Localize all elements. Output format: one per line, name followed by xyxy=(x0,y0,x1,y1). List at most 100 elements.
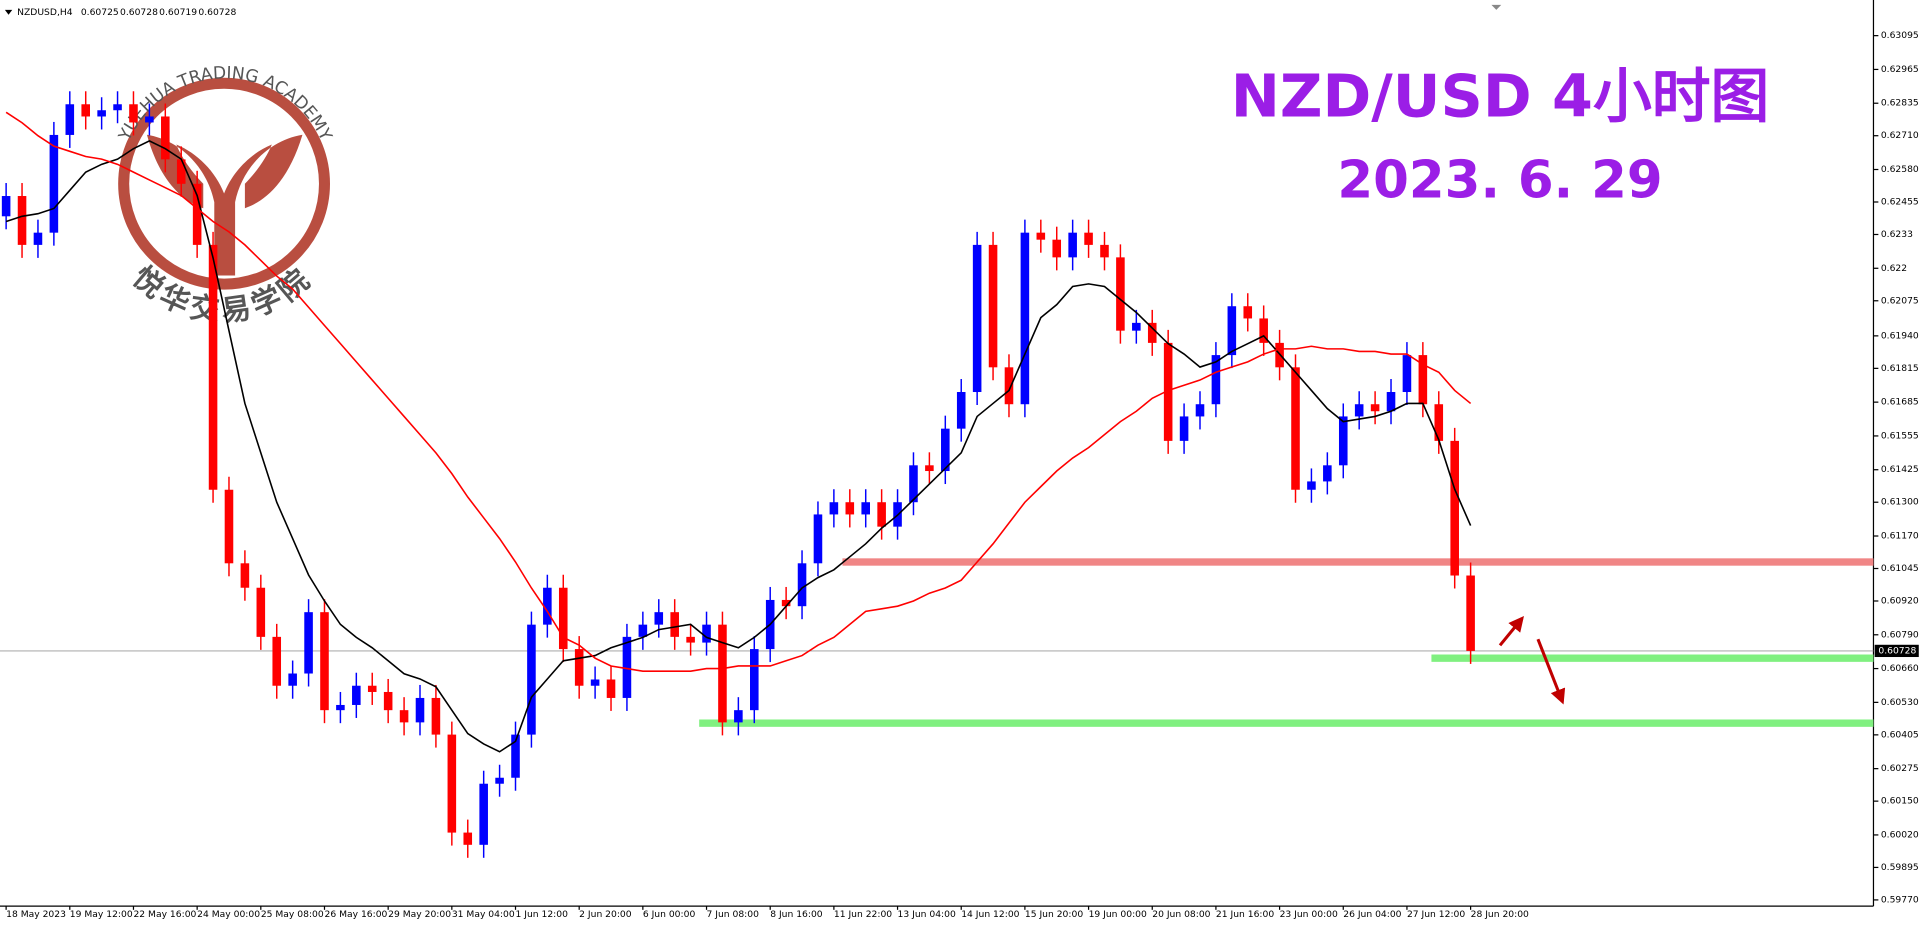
x-tick-label: 2 Jun 20:00 xyxy=(579,909,632,920)
candle-body xyxy=(1116,257,1125,331)
candle-body xyxy=(1211,355,1221,405)
quote-open: 0.60725 xyxy=(81,7,119,18)
x-tick-label: 20 Jun 08:00 xyxy=(1152,909,1210,920)
candle-body xyxy=(718,624,727,723)
candle-body xyxy=(1,196,11,217)
plot: 0.63095 0.62965 0.62835 0.62710 0.62580 0.624… xyxy=(0,30,1919,920)
candle-body xyxy=(176,159,186,184)
y-tick-label: 0.59895 xyxy=(1881,862,1919,873)
x-tick-label: 8 Jun 16:00 xyxy=(770,909,823,920)
moving-average-line xyxy=(5,140,1472,753)
logo-ring xyxy=(118,77,330,290)
x-tick-label: 25 May 08:00 xyxy=(261,909,324,920)
candle-body xyxy=(240,563,250,588)
candle-body xyxy=(606,679,616,698)
x-tick-label: 22 May 16:00 xyxy=(133,909,196,920)
candle-body xyxy=(352,685,361,705)
candle-body xyxy=(1466,575,1475,651)
x-tick-label: 18 May 2023 xyxy=(6,909,66,920)
x-tick-label: 14 Jun 12:00 xyxy=(961,909,1019,920)
candle-body xyxy=(1132,322,1141,331)
x-tick-label: 11 Jun 22:00 xyxy=(834,909,892,920)
candle-body xyxy=(1147,322,1157,343)
candle-body xyxy=(81,104,90,117)
candle-body xyxy=(224,489,234,564)
candle-body xyxy=(1036,232,1046,240)
x-tick-label: 31 May 04:00 xyxy=(452,909,515,920)
level-line xyxy=(699,719,1874,727)
y-tick-label: 0.61300 xyxy=(1881,497,1919,508)
candle-body xyxy=(1291,367,1300,490)
candle-body xyxy=(1052,239,1062,258)
header-triangle xyxy=(4,9,13,15)
y-tick-label: 0.60020 xyxy=(1881,829,1919,840)
candle-body xyxy=(1179,416,1189,441)
y-tick-label: 0.61170 xyxy=(1881,531,1919,542)
candle-body xyxy=(208,244,218,490)
candle-body xyxy=(415,697,425,723)
candle-body xyxy=(670,612,679,637)
candle-body xyxy=(33,232,43,245)
candle-body xyxy=(272,636,282,686)
quote-close: 0.60728 xyxy=(198,7,236,18)
arrow-up xyxy=(1498,616,1524,647)
candle-body xyxy=(1195,404,1205,417)
chart-title: NZD/USD 4小时图 xyxy=(1231,62,1770,131)
y-tick-label: 0.62075 xyxy=(1881,295,1919,306)
y-tick-label: 0.61815 xyxy=(1881,363,1919,374)
candle-body xyxy=(511,734,520,778)
y-tick-label: 0.60920 xyxy=(1881,595,1919,606)
y-tick-label: 0.62580 xyxy=(1881,164,1919,175)
candle-body xyxy=(431,697,441,735)
y-tick-label: 0.6233 xyxy=(1881,229,1913,240)
candle-body xyxy=(654,612,664,625)
x-tick-label: 21 Jun 16:00 xyxy=(1216,909,1274,920)
candle-body xyxy=(1338,416,1348,466)
x-tick-label: 26 May 16:00 xyxy=(324,909,387,920)
y-tick-label: 0.62965 xyxy=(1881,64,1919,75)
candle-body xyxy=(1418,355,1428,405)
y-tick-label: 0.622 xyxy=(1881,263,1907,274)
candle-body xyxy=(304,612,313,674)
candle-body xyxy=(956,392,966,429)
level-line xyxy=(842,558,1874,566)
candle-body xyxy=(65,104,75,135)
candle-body xyxy=(1402,355,1412,393)
candle-body xyxy=(1370,404,1380,412)
y-tick-label: 0.63095 xyxy=(1881,30,1919,41)
y-tick-label: 0.61045 xyxy=(1881,563,1919,574)
candle-body xyxy=(829,502,839,515)
x-tick-label: 28 Jun 20:00 xyxy=(1471,909,1529,920)
candle-body xyxy=(1354,404,1364,417)
level-line xyxy=(1431,654,1874,662)
y-tick-label: 0.61940 xyxy=(1881,330,1919,341)
x-tick-label: 27 Jun 12:00 xyxy=(1407,909,1465,920)
y-tick-label: 0.60275 xyxy=(1881,763,1919,774)
y-tick-label: 0.60530 xyxy=(1881,697,1919,708)
candle-body xyxy=(781,599,791,607)
candle-body xyxy=(256,587,266,637)
y-tick-label: 0.62710 xyxy=(1881,130,1919,141)
y-tick-label: 0.61685 xyxy=(1881,397,1919,408)
candle-body xyxy=(129,104,138,123)
y-tick-label: 0.60660 xyxy=(1881,663,1919,674)
candle-body xyxy=(622,636,632,698)
candle-body xyxy=(1386,392,1396,412)
x-tick-label: 26 Jun 04:00 xyxy=(1343,909,1401,920)
x-tick-label: 24 May 00:00 xyxy=(197,909,260,920)
candle-body xyxy=(1243,306,1253,319)
candle-body xyxy=(1100,244,1109,258)
candle-body xyxy=(463,832,473,845)
candle-body xyxy=(479,783,488,845)
candle-body xyxy=(399,710,409,723)
candle-body xyxy=(1068,232,1077,258)
candle-body xyxy=(702,624,711,643)
y-tick-label: 0.61425 xyxy=(1881,464,1919,475)
candle-body xyxy=(590,679,600,686)
symbol: NZDUSD,H4 xyxy=(17,7,73,18)
candle-body xyxy=(750,649,759,711)
candle-body xyxy=(1004,367,1014,405)
candle-body xyxy=(495,777,504,784)
arrow-down xyxy=(1536,638,1566,705)
candle-body xyxy=(288,673,297,686)
